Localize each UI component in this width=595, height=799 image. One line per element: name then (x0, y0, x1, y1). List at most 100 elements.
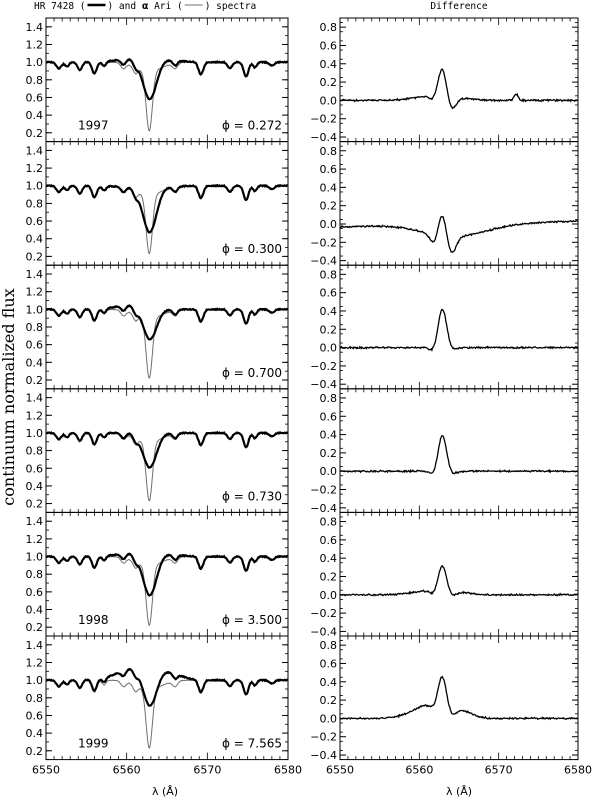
y-tick-label: 0.8 (26, 692, 44, 705)
y-tick-label: 0.4 (320, 552, 338, 565)
y-tick-label: 0.8 (320, 268, 338, 281)
y-axis-title: continuum normalized flux (0, 288, 18, 505)
right-title: Difference (430, 1, 487, 12)
y-tick-label: −0.4 (310, 131, 337, 144)
y-tick-label: 0.0 (320, 589, 338, 602)
y-tick-label: 0.4 (26, 233, 44, 246)
right-panel-frame (339, 388, 579, 513)
y-tick-label: 1.2 (26, 533, 44, 546)
y-tick-label: 1.0 (26, 180, 44, 193)
y-tick-label: 0.4 (320, 181, 338, 194)
x-axis-title-right: λ (Å) (446, 785, 472, 798)
difference-spectrum (340, 435, 578, 475)
year-label: 1997 (78, 119, 109, 133)
y-tick-label: −0.4 (310, 502, 337, 515)
right-panel-2: −0.4 −0.2 0.0 0.2 0.4 0.6 0.8 (310, 141, 579, 268)
difference-spectrum (340, 675, 578, 721)
right-panel-3: −0.4 −0.2 0.0 0.2 0.4 0.6 0.8 (310, 264, 579, 391)
y-tick-label: −0.2 (310, 113, 337, 126)
difference-spectrum (340, 565, 578, 597)
y-tick-label: −0.2 (310, 484, 337, 497)
y-tick-label: 0.6 (26, 586, 44, 599)
right-panel-frame (339, 264, 579, 390)
y-tick-label: 1.0 (26, 551, 44, 564)
y-tick-label: 0.6 (320, 287, 338, 300)
y-tick-label: −0.4 (310, 625, 337, 638)
phase-label: ϕ = 0.700 (222, 366, 282, 380)
y-tick-label: 0.6 (320, 163, 338, 176)
y-tick-label: 0.4 (26, 109, 44, 122)
y-tick-label: −0.4 (310, 749, 337, 762)
x-tick-label: 6560 (113, 764, 141, 777)
right-panel-frame (339, 141, 579, 266)
y-tick-label: 0.2 (320, 694, 338, 707)
y-tick-label: −0.2 (310, 607, 337, 620)
phase-label: ϕ = 7.565 (222, 737, 282, 751)
y-tick-label: 0.8 (26, 321, 44, 334)
y-tick-label: 1.0 (26, 427, 44, 440)
panel-grid: 0.2 0.4 0.6 0.8 1.0 1.2 1.4 1997 ϕ = 0.272 −0.4 −0… (26, 17, 592, 777)
x-tick-label: 6550 (326, 764, 354, 777)
y-tick-label: 0.8 (320, 145, 338, 158)
y-tick-label: 0.8 (320, 639, 338, 652)
hr7428-spectrum (46, 552, 288, 597)
hr7428-spectrum (46, 57, 288, 101)
phase-label: ϕ = 0.272 (222, 119, 282, 133)
x-axis-title-left: λ (Å) (152, 785, 178, 798)
difference-spectrum (340, 215, 578, 254)
y-tick-label: 0.0 (320, 218, 338, 231)
left-panel-4: 0.2 0.4 0.6 0.8 1.0 1.2 1.4 ϕ = 0.730 (26, 388, 289, 513)
y-tick-label: 0.8 (26, 568, 44, 581)
y-tick-label: 0.4 (26, 604, 44, 617)
hr7428-spectrum (46, 304, 288, 341)
left-panel-6: 0.2 0.4 0.6 0.8 1.0 1.2 1.4 6550 6560 6570 6580 199… (26, 635, 302, 777)
hr7428-spectrum (46, 430, 288, 469)
y-tick-label: 0.2 (26, 127, 44, 140)
y-tick-label: 0.4 (26, 727, 44, 740)
y-tick-label: 0.6 (26, 709, 44, 722)
y-tick-label: 0.2 (320, 76, 338, 89)
x-tick-label: 6580 (274, 764, 302, 777)
y-tick-label: 0.6 (320, 39, 338, 52)
y-tick-label: 0.0 (320, 465, 338, 478)
right-panel-frame (339, 635, 579, 761)
y-tick-label: 0.2 (320, 447, 338, 460)
y-tick-label: 0.4 (320, 429, 338, 442)
y-tick-label: 0.8 (26, 445, 44, 458)
y-tick-label: 0.6 (320, 534, 338, 547)
y-tick-label: 0.4 (26, 356, 44, 369)
y-tick-label: 1.2 (26, 656, 44, 669)
y-tick-label: 0.6 (26, 462, 44, 475)
y-tick-label: 0.6 (26, 339, 44, 352)
right-panel-5: −0.4 −0.2 0.0 0.2 0.4 0.6 0.8 (310, 511, 579, 638)
y-tick-label: 0.2 (26, 250, 44, 263)
left-title: HR 7428 () and α Ari () spectra (34, 1, 256, 12)
y-tick-label: 0.2 (320, 570, 338, 583)
right-panel-frame (339, 511, 579, 637)
difference-spectrum (340, 308, 578, 352)
y-tick-label: 1.0 (26, 674, 44, 687)
y-tick-label: 1.4 (26, 515, 44, 528)
phase-label: ϕ = 0.730 (222, 489, 282, 503)
y-tick-label: 0.0 (320, 712, 338, 725)
right-panel-1: −0.4 −0.2 0.0 0.2 0.4 0.6 0.8 (310, 17, 579, 144)
y-tick-label: 1.4 (26, 639, 44, 652)
y-tick-label: 0.6 (320, 410, 338, 423)
x-tick-label: 6570 (193, 764, 221, 777)
x-tick-label: 6570 (485, 764, 513, 777)
y-tick-label: −0.2 (310, 731, 337, 744)
y-tick-label: 0.4 (320, 676, 338, 689)
y-tick-label: 0.4 (26, 480, 44, 493)
left-panel-5: 0.2 0.4 0.6 0.8 1.0 1.2 1.4 1998 ϕ = 3.500 (26, 511, 289, 637)
y-tick-label: 0.8 (320, 392, 338, 405)
x-tick-label: 6560 (405, 764, 433, 777)
y-tick-label: 0.2 (26, 374, 44, 387)
y-tick-label: 1.2 (26, 162, 44, 175)
y-tick-label: 0.0 (320, 94, 338, 107)
left-panel-2: 0.2 0.4 0.6 0.8 1.0 1.2 1.4 ϕ = 0.300 (26, 141, 289, 266)
y-tick-label: 0.2 (320, 200, 338, 213)
right-panel-4: −0.4 −0.2 0.0 0.2 0.4 0.6 0.8 (310, 388, 579, 515)
y-tick-label: 1.4 (26, 392, 44, 405)
y-tick-label: 1.2 (26, 409, 44, 422)
